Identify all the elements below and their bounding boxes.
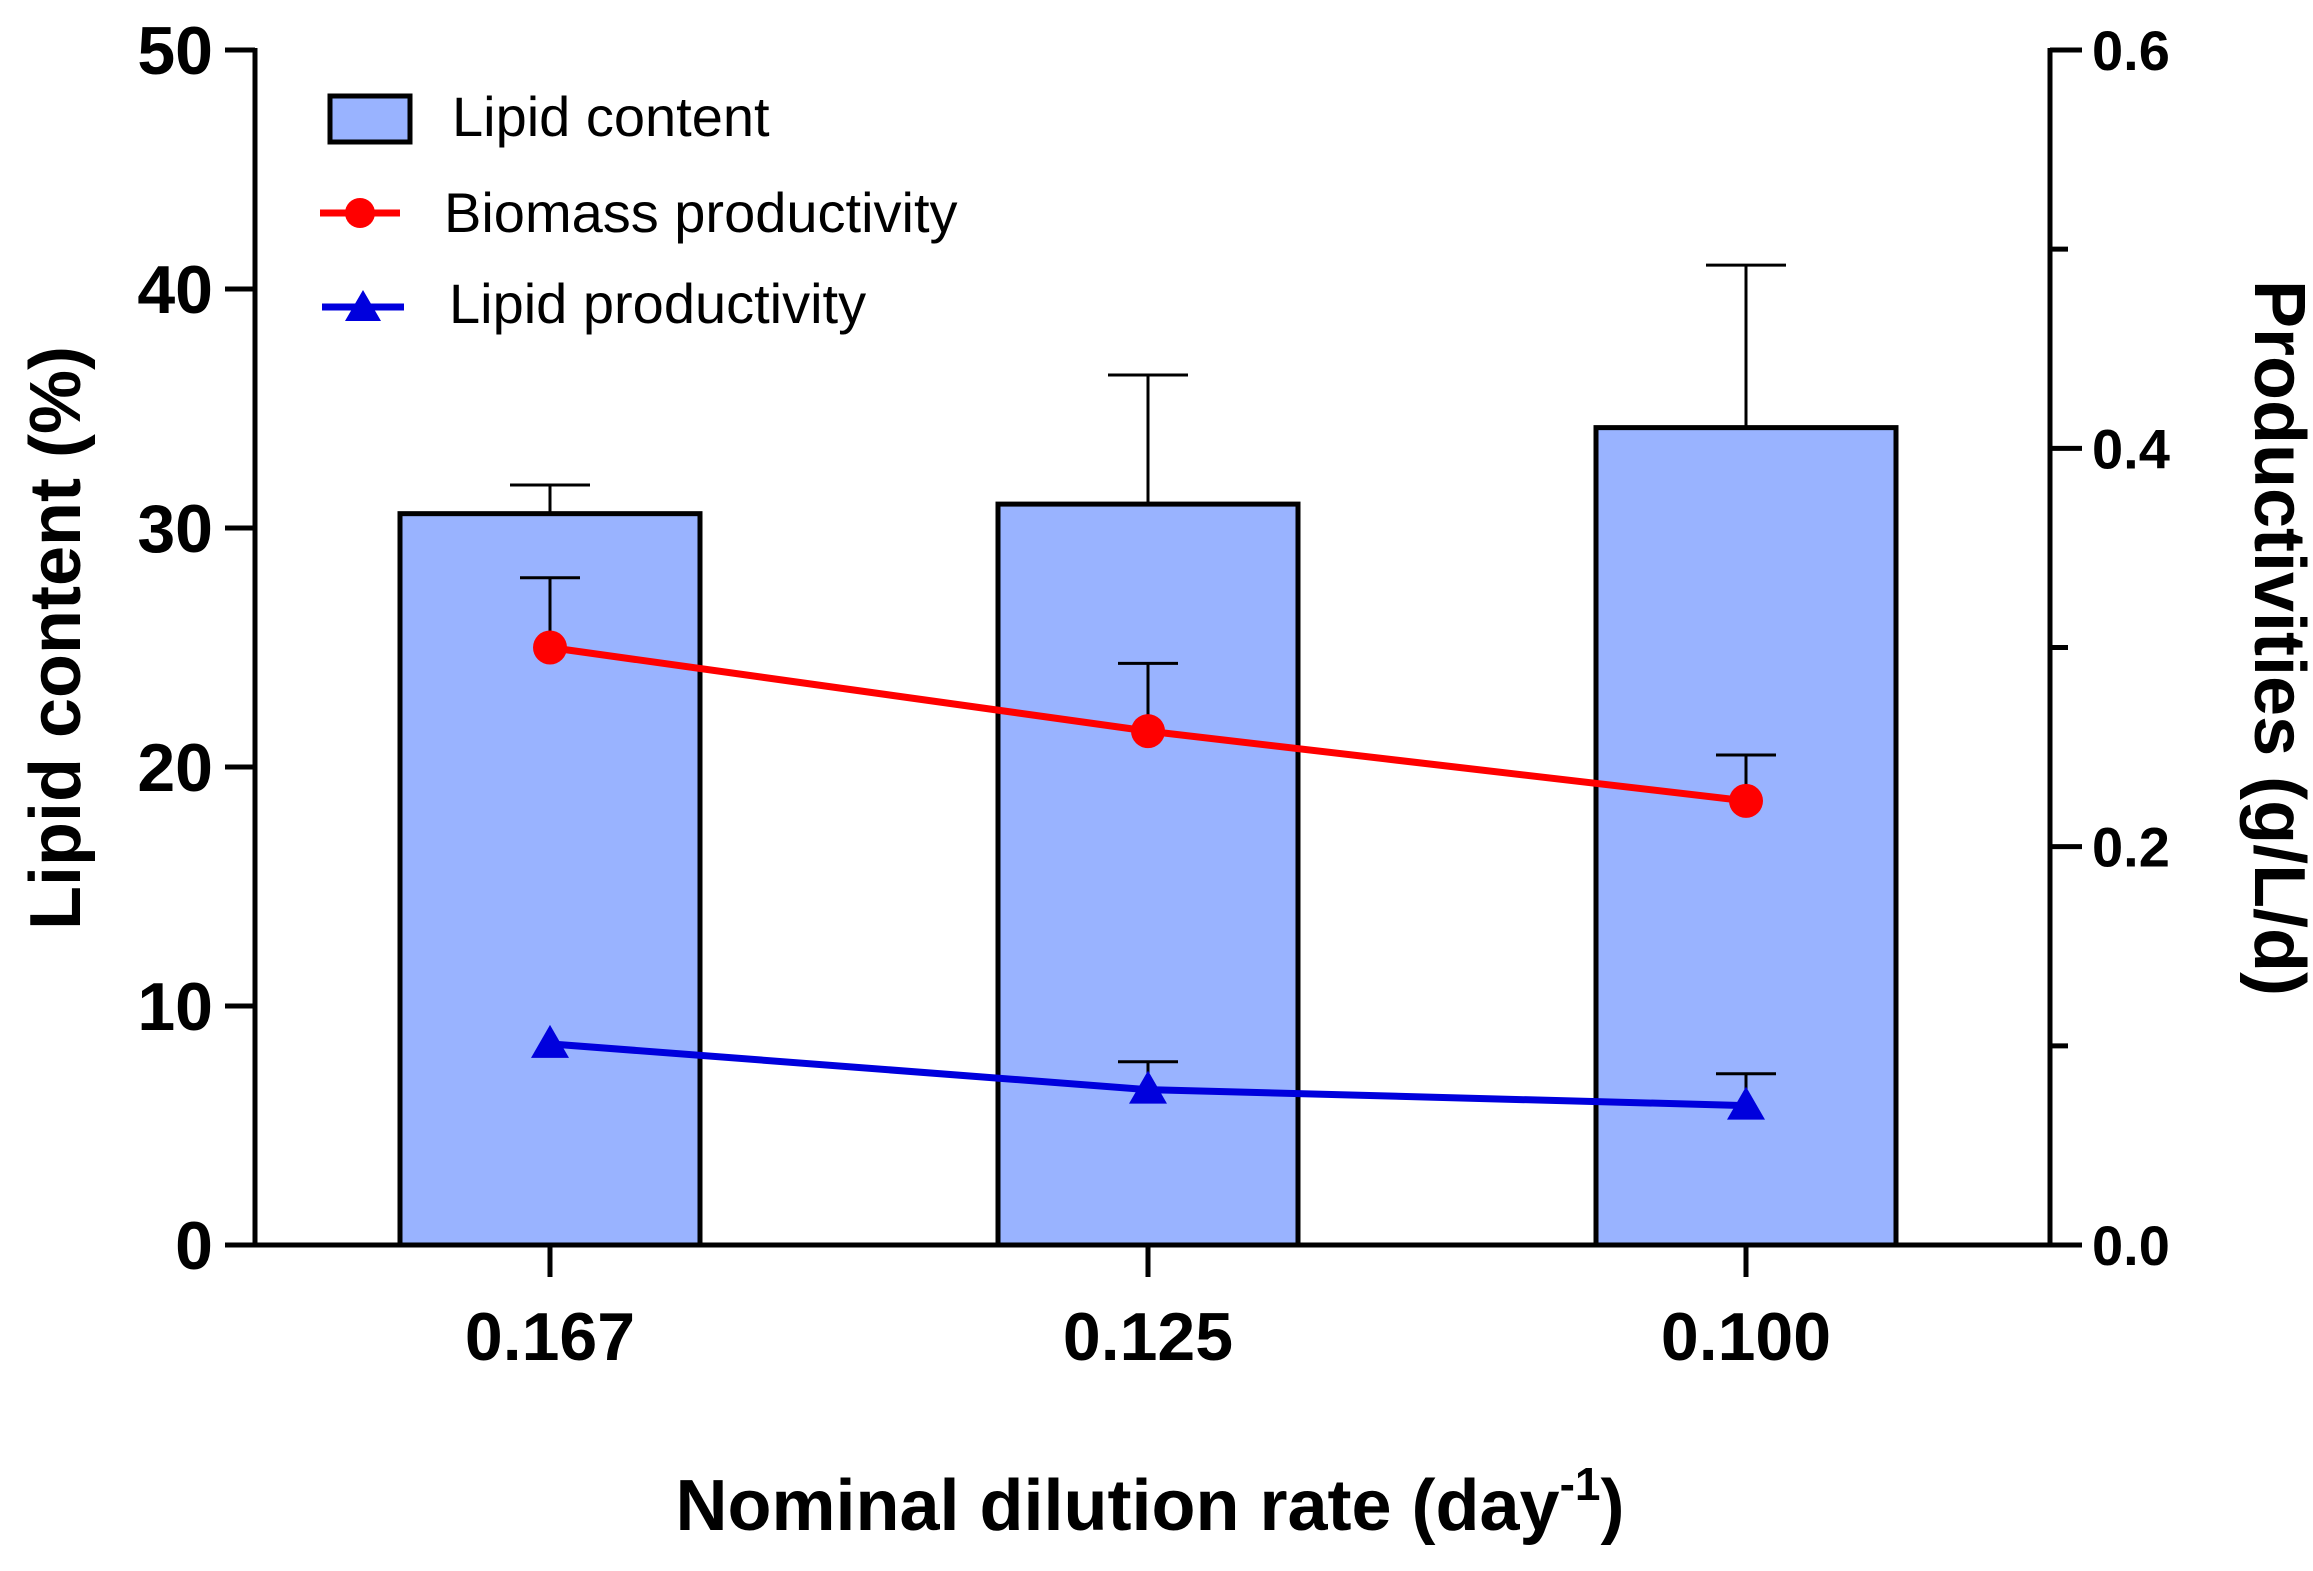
- y2-tick-label: 0.6: [2092, 19, 2170, 82]
- data-point: [531, 1024, 569, 1058]
- lines-layer: [520, 576, 1776, 1120]
- y-tick-label: 20: [137, 730, 213, 806]
- y-tick-label: 10: [137, 969, 213, 1045]
- bar: [1593, 425, 1899, 1248]
- data-point: [1727, 1086, 1765, 1120]
- x-tick-label: 0.167: [465, 1299, 635, 1375]
- data-point: [1129, 1070, 1167, 1104]
- legend-label-biomass-productivity: Biomass productivity: [444, 181, 958, 244]
- legend-swatch-lipid-content: [327, 93, 413, 145]
- data-point: [1729, 783, 1763, 818]
- x-tick-label: 0.125: [1063, 1299, 1233, 1375]
- y2-axis-title: Productivities (g/L/d): [2239, 280, 2313, 996]
- x-axis-title-superscript: -1: [1560, 1458, 1601, 1510]
- legend-label-lipid-content: Lipid content: [452, 85, 770, 148]
- data-point: [533, 630, 567, 665]
- y-tick-label: 30: [137, 491, 213, 567]
- y-tick-label: 0: [175, 1208, 213, 1284]
- x-axis-title-main: Nominal dilution rate (day: [676, 1466, 1560, 1546]
- y-tick-label: 50: [137, 13, 213, 89]
- data-point: [1131, 714, 1165, 749]
- y-axis-title: Lipid content (%): [16, 346, 96, 930]
- ticks-layer: 0 10 20 30 40 50 0.0 0.2 0.4 0.6 0.167 0.125 0.100: [137, 13, 2170, 1375]
- y2-tick-label: 0.0: [2092, 1214, 2170, 1277]
- x-tick-label: 0.100: [1661, 1299, 1831, 1375]
- y2-tick-label: 0.4: [2092, 417, 2170, 480]
- x-axis-title-close: ): [1601, 1466, 1625, 1546]
- x-axis-title: Nominal dilution rate (day-1): [676, 1458, 1625, 1546]
- legend-marker-biomass-productivity: [345, 198, 375, 228]
- y2-tick-label: 0.2: [2092, 816, 2170, 879]
- bar: [995, 501, 1301, 1248]
- legend-marker-lipid-productivity: [345, 290, 381, 321]
- y-tick-label: 40: [137, 252, 213, 328]
- legend-label-lipid-productivity: Lipid productivity: [449, 272, 866, 335]
- legend: Lipid content Biomass productivity Lipid…: [320, 85, 958, 335]
